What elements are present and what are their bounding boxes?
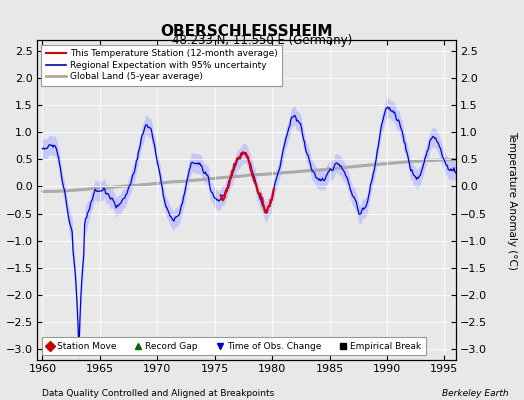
Legend: Station Move, Record Gap, Time of Obs. Change, Empirical Break: Station Move, Record Gap, Time of Obs. C… — [42, 338, 425, 356]
Text: Data Quality Controlled and Aligned at Breakpoints: Data Quality Controlled and Aligned at B… — [42, 389, 274, 398]
Text: 48.233 N, 11.550 E (Germany): 48.233 N, 11.550 E (Germany) — [172, 34, 352, 47]
Title: OBERSCHLEISSHEIM: OBERSCHLEISSHEIM — [160, 24, 333, 39]
Text: Berkeley Earth: Berkeley Earth — [442, 389, 508, 398]
Y-axis label: Temperature Anomaly (°C): Temperature Anomaly (°C) — [507, 130, 517, 270]
